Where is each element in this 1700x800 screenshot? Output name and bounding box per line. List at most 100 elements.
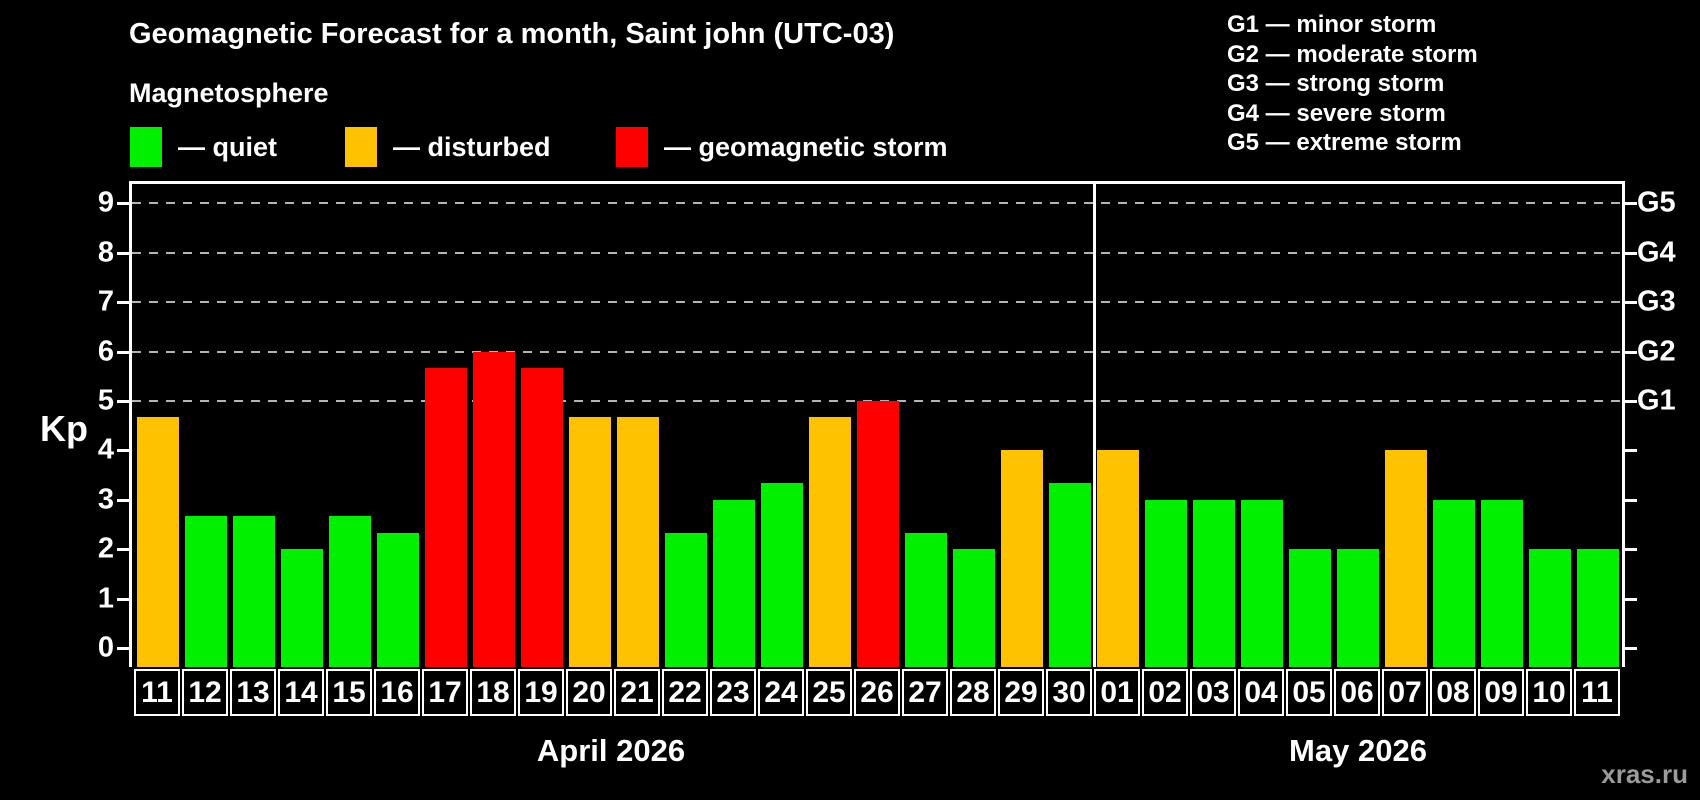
x-label-may-09: 09 <box>1478 669 1524 716</box>
y-axis-line-left <box>129 181 132 667</box>
legend-item-quiet: — quiet <box>130 126 277 168</box>
bar-may-04 <box>1241 499 1283 667</box>
g-scale-legend-line-g2: G2 — moderate storm <box>1227 40 1478 68</box>
y-tick-label-3: 3 <box>97 483 114 516</box>
bar-april-29 <box>1001 450 1043 667</box>
bar-april-14 <box>281 549 323 667</box>
bar-april-13 <box>233 516 275 667</box>
x-label-april-13: 13 <box>230 669 276 716</box>
y-tick-right-9 <box>1625 202 1637 206</box>
x-label-april-23: 23 <box>710 669 756 716</box>
legend-label-disturbed: — disturbed <box>393 131 551 162</box>
right-axis-label-g2: G2 <box>1637 335 1676 368</box>
x-label-april-11: 11 <box>134 669 180 716</box>
y-axis-line-right <box>1622 181 1625 667</box>
x-label-april-27: 27 <box>902 669 948 716</box>
bar-april-25 <box>809 417 851 667</box>
y-tick-left-9 <box>117 202 129 206</box>
x-label-april-18: 18 <box>470 669 516 716</box>
chart-subtitle-magnetosphere: Magnetosphere <box>129 78 329 108</box>
right-axis-label-g3: G3 <box>1637 285 1676 318</box>
bar-may-06 <box>1337 549 1379 667</box>
x-label-april-15: 15 <box>326 669 372 716</box>
bar-april-27 <box>905 532 947 667</box>
y-tick-left-3 <box>117 498 129 502</box>
right-axis-label-g4: G4 <box>1637 236 1676 269</box>
bar-may-10 <box>1529 549 1571 667</box>
y-tick-label-6: 6 <box>97 335 114 368</box>
right-axis-label-g5: G5 <box>1637 186 1676 219</box>
y-tick-label-7: 7 <box>97 285 114 318</box>
plot-top-border <box>129 181 1625 184</box>
y-tick-left-0 <box>117 647 129 650</box>
x-label-april-19: 19 <box>518 669 564 716</box>
y-tick-left-4 <box>117 449 129 453</box>
gridline-kp6 <box>132 350 1620 353</box>
bar-may-05 <box>1289 549 1331 667</box>
y-tick-label-4: 4 <box>97 433 114 466</box>
x-label-may-01: 01 <box>1094 669 1140 716</box>
y-tick-right-7 <box>1625 301 1637 305</box>
month-separator-line <box>1093 181 1096 667</box>
y-tick-right-2 <box>1625 548 1637 552</box>
x-label-may-11: 11 <box>1574 669 1620 716</box>
y-tick-label-8: 8 <box>97 236 114 269</box>
x-label-may-08: 08 <box>1430 669 1476 716</box>
y-tick-right-0 <box>1625 647 1637 650</box>
bar-april-22 <box>665 532 707 667</box>
x-label-may-04: 04 <box>1238 669 1284 716</box>
legend-item-disturbed: — disturbed <box>345 126 551 168</box>
bar-may-07 <box>1385 450 1427 667</box>
bar-may-03 <box>1193 499 1235 667</box>
right-axis-label-g1: G1 <box>1637 384 1676 417</box>
y-axis-title-kp: Kp <box>40 408 88 449</box>
disturbed-color-swatch <box>345 127 377 167</box>
y-tick-label-5: 5 <box>97 384 114 417</box>
month-label-may: May 2026 <box>1289 733 1427 768</box>
gridline-kp9 <box>132 202 1620 205</box>
gridline-kp7 <box>132 301 1620 304</box>
y-tick-left-8 <box>117 251 129 255</box>
x-label-april-12: 12 <box>182 669 228 716</box>
y-tick-left-5 <box>117 400 129 403</box>
storm-color-swatch <box>616 127 648 167</box>
y-tick-right-6 <box>1625 350 1637 354</box>
legend-item-storm: — geomagnetic storm <box>616 126 948 168</box>
bar-april-19 <box>521 367 563 667</box>
bar-may-02 <box>1145 499 1187 667</box>
x-label-may-03: 03 <box>1190 669 1236 716</box>
y-tick-right-5 <box>1625 400 1637 403</box>
x-label-april-14: 14 <box>278 669 324 716</box>
legend-label-quiet: — quiet <box>178 131 277 162</box>
x-label-april-29: 29 <box>998 669 1044 716</box>
g-scale-legend-line-g1: G1 — minor storm <box>1227 11 1437 38</box>
x-label-april-28: 28 <box>950 669 996 716</box>
x-label-april-30: 30 <box>1046 669 1092 716</box>
y-tick-right-1 <box>1625 597 1637 601</box>
legend-label-storm: — geomagnetic storm <box>664 131 948 162</box>
x-label-april-16: 16 <box>374 669 420 716</box>
y-tick-label-9: 9 <box>97 186 114 219</box>
bar-april-21 <box>617 417 659 667</box>
bar-april-28 <box>953 549 995 667</box>
y-tick-right-3 <box>1625 498 1637 502</box>
bar-april-24 <box>761 483 803 667</box>
g-scale-legend-line-g3: G3 — strong storm <box>1227 70 1445 97</box>
y-tick-right-4 <box>1625 449 1637 453</box>
x-label-april-22: 22 <box>662 669 708 716</box>
x-label-may-06: 06 <box>1334 669 1380 716</box>
x-label-may-02: 02 <box>1142 669 1188 716</box>
x-label-april-24: 24 <box>758 669 804 716</box>
bar-may-09 <box>1481 499 1523 667</box>
y-tick-left-1 <box>117 597 129 601</box>
bar-april-15 <box>329 516 371 667</box>
bar-april-30 <box>1049 483 1091 667</box>
y-tick-left-7 <box>117 301 129 305</box>
bar-april-12 <box>185 516 227 667</box>
y-tick-right-8 <box>1625 251 1637 255</box>
bar-may-08 <box>1433 499 1475 667</box>
bar-may-11 <box>1577 549 1619 667</box>
y-tick-left-6 <box>117 350 129 354</box>
y-tick-label-2: 2 <box>97 532 114 565</box>
